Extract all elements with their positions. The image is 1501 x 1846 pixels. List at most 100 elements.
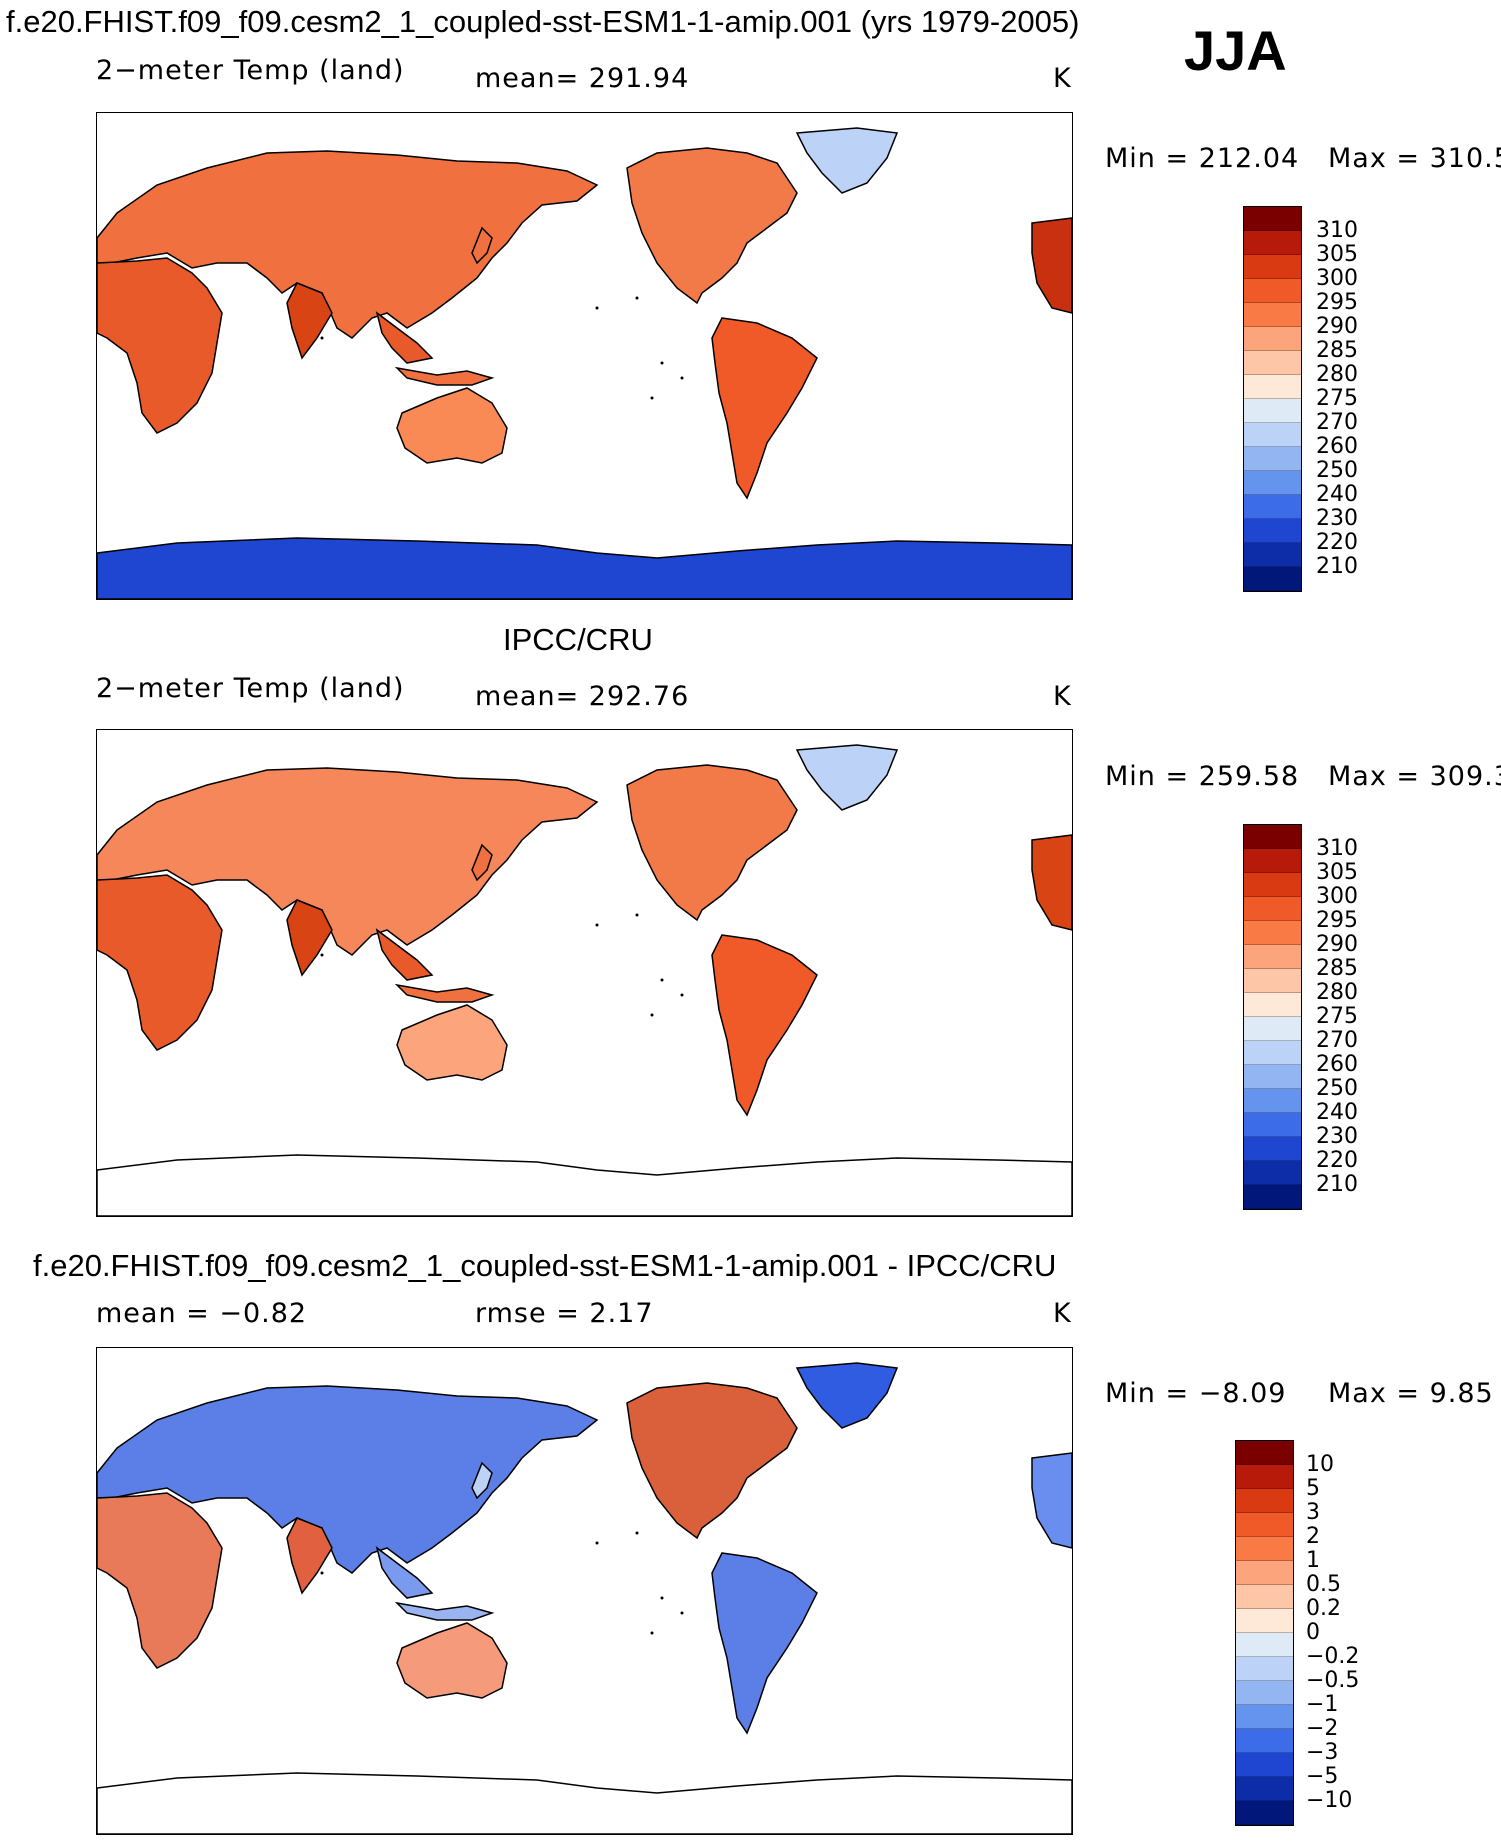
africa-landmass [97, 874, 223, 1051]
samerica-landmass [711, 934, 818, 1117]
panel3-min: Min = −8.09 [1105, 1378, 1287, 1409]
panel2-variable: 2−meter Temp (land) [96, 673, 405, 704]
panel1-colorbar [1243, 206, 1302, 592]
island-marker [650, 396, 654, 400]
colorbar-swatch [1236, 1561, 1293, 1585]
island-marker [680, 376, 684, 380]
island-marker [650, 1631, 654, 1635]
colorbar-swatch [1244, 375, 1301, 399]
island-marker [650, 1013, 654, 1017]
colorbar-swatch [1236, 1465, 1293, 1489]
antarctica-landmass [97, 537, 1072, 599]
colorbar-label: −2 [1306, 1716, 1339, 1741]
colorbar-swatch [1244, 1137, 1301, 1161]
colorbar-label: 240 [1316, 1100, 1358, 1125]
panel2-section-title: IPCC/CRU [503, 622, 653, 657]
seasia-landmass [375, 928, 434, 981]
case-title: f.e20.FHIST.f09_f09.cesm2_1_coupled-sst-… [6, 4, 1080, 39]
colorbar-swatch [1244, 423, 1301, 447]
panel3-colorbar [1235, 1440, 1294, 1826]
panel3-rmse: rmse = 2.17 [475, 1298, 654, 1329]
samerica-landmass [711, 1552, 818, 1735]
colorbar-swatch [1244, 993, 1301, 1017]
namerica-landmass [626, 147, 798, 305]
wafrica-landmass [1031, 1452, 1072, 1549]
island-marker [635, 296, 639, 300]
colorbar-swatch [1244, 519, 1301, 543]
colorbar-swatch [1244, 1161, 1301, 1185]
japan-landmass [471, 226, 493, 265]
island-marker [635, 913, 639, 917]
colorbar-swatch [1244, 1113, 1301, 1137]
colorbar-label: 275 [1316, 1004, 1358, 1029]
colorbar-label: 270 [1316, 410, 1358, 435]
colorbar-label: −5 [1306, 1764, 1339, 1789]
island-marker [660, 978, 664, 982]
colorbar-label: 310 [1316, 218, 1358, 243]
panel2-min: Min = 259.58 [1105, 761, 1300, 792]
colorbar-swatch [1244, 1041, 1301, 1065]
island-marker [320, 1571, 324, 1575]
colorbar-swatch [1244, 399, 1301, 423]
greenland-landmass [795, 744, 899, 811]
indonesia-landmass [394, 1601, 495, 1621]
island-marker [320, 336, 324, 340]
colorbar-swatch [1236, 1537, 1293, 1561]
colorbar-swatch [1236, 1729, 1293, 1753]
australia-landmass [396, 1622, 508, 1699]
namerica-landmass [626, 1382, 798, 1540]
panel3-max: Max = 9.85 [1328, 1378, 1494, 1409]
panel2-max: Max = 309.35 [1328, 761, 1501, 792]
colorbar-label: 210 [1316, 554, 1358, 579]
panel1-min: Min = 212.04 [1105, 143, 1300, 174]
colorbar-label: 230 [1316, 1124, 1358, 1149]
panel2-colorbar [1243, 824, 1302, 1210]
colorbar-swatch [1236, 1489, 1293, 1513]
seasia-landmass [375, 1546, 434, 1599]
colorbar-label: 210 [1316, 1172, 1358, 1197]
colorbar-swatch [1244, 1065, 1301, 1089]
colorbar-label: 250 [1316, 458, 1358, 483]
indonesia-landmass [394, 366, 495, 386]
panel2-map-svg [97, 744, 1072, 1216]
panel3-map-svg [97, 1362, 1072, 1834]
colorbar-label: 280 [1316, 980, 1358, 1005]
colorbar-label: 220 [1316, 530, 1358, 555]
island-marker [680, 1611, 684, 1615]
colorbar-label: 260 [1316, 1052, 1358, 1077]
australia-landmass [396, 387, 508, 464]
seasia-landmass [375, 311, 434, 364]
colorbar-swatch [1236, 1609, 1293, 1633]
colorbar-swatch [1236, 1657, 1293, 1681]
colorbar-swatch [1244, 495, 1301, 519]
panel2-colorbar-labels: 310 305 300 295 290 285 280 275 270 260 250 240 230 2… [1316, 837, 1358, 1197]
colorbar-label: 300 [1316, 884, 1358, 909]
colorbar-swatch [1244, 825, 1301, 849]
india-landmass [286, 282, 333, 360]
colorbar-label: −0.2 [1306, 1644, 1360, 1669]
africa-landmass [97, 1492, 223, 1669]
colorbar-swatch [1244, 873, 1301, 897]
indonesia-landmass [394, 983, 495, 1003]
japan-landmass [471, 1461, 493, 1500]
island-marker [660, 1596, 664, 1600]
colorbar-label: 290 [1316, 932, 1358, 957]
panel1-colorbar-labels: 310 305 300 295 290 285 280 275 270 260 250 240 230 2… [1316, 219, 1358, 579]
panel1-variable: 2−meter Temp (land) [96, 55, 405, 86]
colorbar-label: 0.2 [1306, 1596, 1341, 1621]
wafrica-landmass [1031, 217, 1072, 314]
colorbar-label: 0.5 [1306, 1572, 1341, 1597]
colorbar-label: −1 [1306, 1692, 1339, 1717]
panel1-mean: mean= 291.94 [475, 63, 690, 94]
panel3-colorbar-labels: 10 5 3 2 1 0.5 0.2 0 −0.2 −0.5 −1 −2 −3 −5 −10 [1306, 1453, 1359, 1813]
colorbar-swatch [1236, 1705, 1293, 1729]
panel2-mean: mean= 292.76 [475, 681, 690, 712]
colorbar-swatch [1236, 1441, 1293, 1465]
panel2-units: K [1053, 681, 1072, 712]
colorbar-swatch [1244, 567, 1301, 591]
colorbar-label: 280 [1316, 362, 1358, 387]
colorbar-swatch [1244, 1089, 1301, 1113]
colorbar-swatch [1244, 945, 1301, 969]
colorbar-label: 2 [1306, 1524, 1320, 1549]
colorbar-label: 285 [1316, 338, 1358, 363]
